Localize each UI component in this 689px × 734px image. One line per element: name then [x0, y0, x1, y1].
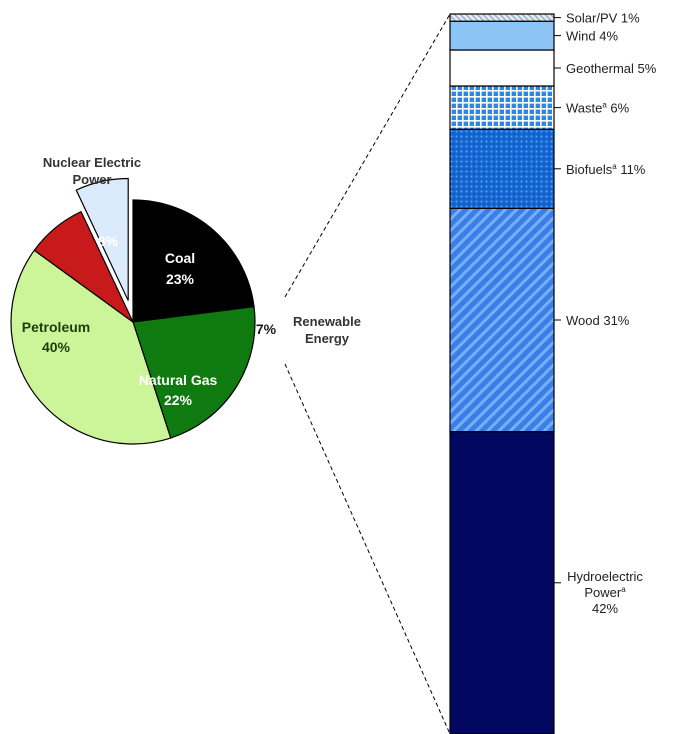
pie-value-natural-gas: 22% [164, 392, 193, 408]
bar-segment-waste [449, 85, 555, 130]
energy-source-pie: Coal 23% Natural Gas 22% Petroleum 40% 8% 7% Nuc… [10, 155, 361, 445]
bar-label-wind: Wind 4% [566, 29, 618, 44]
connector-line-top [284, 13, 451, 298]
pie-label-coal: Coal [165, 250, 195, 266]
bar-segment-solar-pv [449, 13, 555, 22]
pie-label-nuclear-electric-power: Nuclear Electric Power [43, 155, 141, 187]
bar-label-waste: Wastea 6% [566, 101, 630, 116]
pie-label-petroleum: Petroleum [22, 319, 90, 335]
pie-label-natural-gas: Natural Gas [139, 372, 218, 388]
bar-label-geothermal: Geothermal 5% [566, 61, 657, 76]
pie-value-petroleum: 40% [42, 339, 71, 355]
bar-segment-wood [449, 207, 555, 433]
pie-label-renewable-energy: Renewable Energy [293, 314, 361, 346]
connector-line-bottom [284, 363, 451, 734]
bar-segment-geothermal [449, 49, 555, 87]
bar-segment-biofuels [449, 128, 555, 209]
explode-connector-lines [284, 13, 451, 734]
bar-label-biofuels: Biofuelsa 11% [566, 162, 646, 177]
bar-segment-hydroelectric-power [449, 431, 555, 734]
pie-slice-renewable-energy [75, 177, 129, 301]
renewable-breakdown-bar: Hydroelectric Powera 42% Wood 31% Biofuelsa … [449, 11, 657, 734]
pie-value-renewable-energy: 7% [256, 321, 277, 337]
pie-slice-nuclear-electric-power [33, 210, 134, 323]
bar-label-solar-pv: Solar/PV 1% [566, 11, 640, 26]
pie-slice-petroleum [10, 249, 172, 445]
pie-value-nuclear-electric-power: 8% [98, 233, 119, 249]
bar-label-wood: Wood 31% [566, 313, 630, 328]
pie-slice-natural-gas [132, 306, 256, 439]
bar-label-hydroelectric-power: Hydroelectric Powera 42% [567, 569, 643, 616]
pie-slice-coal [132, 199, 255, 323]
bar-segment-wind [449, 20, 555, 51]
pie-value-coal: 23% [166, 271, 195, 287]
